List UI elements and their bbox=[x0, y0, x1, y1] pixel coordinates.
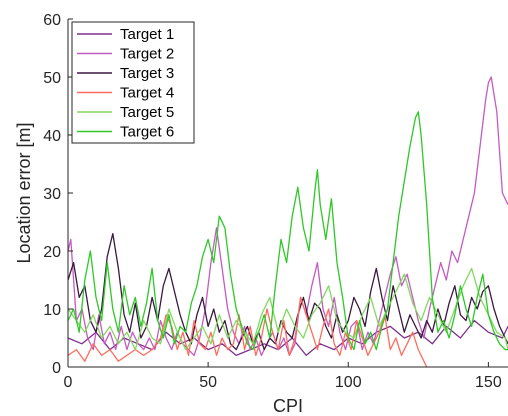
y-tick-label: 0 bbox=[52, 360, 61, 377]
legend-label: Target 6 bbox=[120, 124, 174, 141]
legend-label: Target 4 bbox=[120, 85, 174, 102]
y-tick-label: 40 bbox=[43, 128, 61, 145]
legend-box bbox=[71, 21, 195, 144]
x-tick-label: 50 bbox=[199, 374, 217, 391]
legend-label: Target 3 bbox=[120, 65, 174, 82]
axis-layer: 0 10 20 30 40 50 60 0 50 100 150 bbox=[43, 12, 508, 391]
legend-label: Target 2 bbox=[120, 46, 174, 63]
y-tick-label: 30 bbox=[43, 186, 61, 203]
x-tick-label: 0 bbox=[64, 374, 73, 391]
y-tick-label: 20 bbox=[43, 244, 61, 261]
legend: Target 1 Target 2 Target 3 Target 4 Target 5… bbox=[71, 21, 195, 144]
x-tick-label: 100 bbox=[335, 374, 362, 391]
series-line-target-6 bbox=[67, 111, 508, 351]
legend-label: Target 1 bbox=[120, 26, 174, 43]
series-layer bbox=[67, 76, 508, 368]
x-tick-label: 150 bbox=[475, 374, 502, 391]
series-line-target-5 bbox=[67, 267, 508, 351]
legend-label: Target 5 bbox=[120, 104, 174, 121]
y-tick-label: 60 bbox=[43, 12, 61, 29]
y-tick-label: 50 bbox=[43, 70, 61, 87]
y-axis-label: Location error [m] bbox=[14, 122, 34, 263]
y-tick-label: 10 bbox=[43, 302, 61, 319]
x-axis-label: CPI bbox=[273, 396, 303, 416]
